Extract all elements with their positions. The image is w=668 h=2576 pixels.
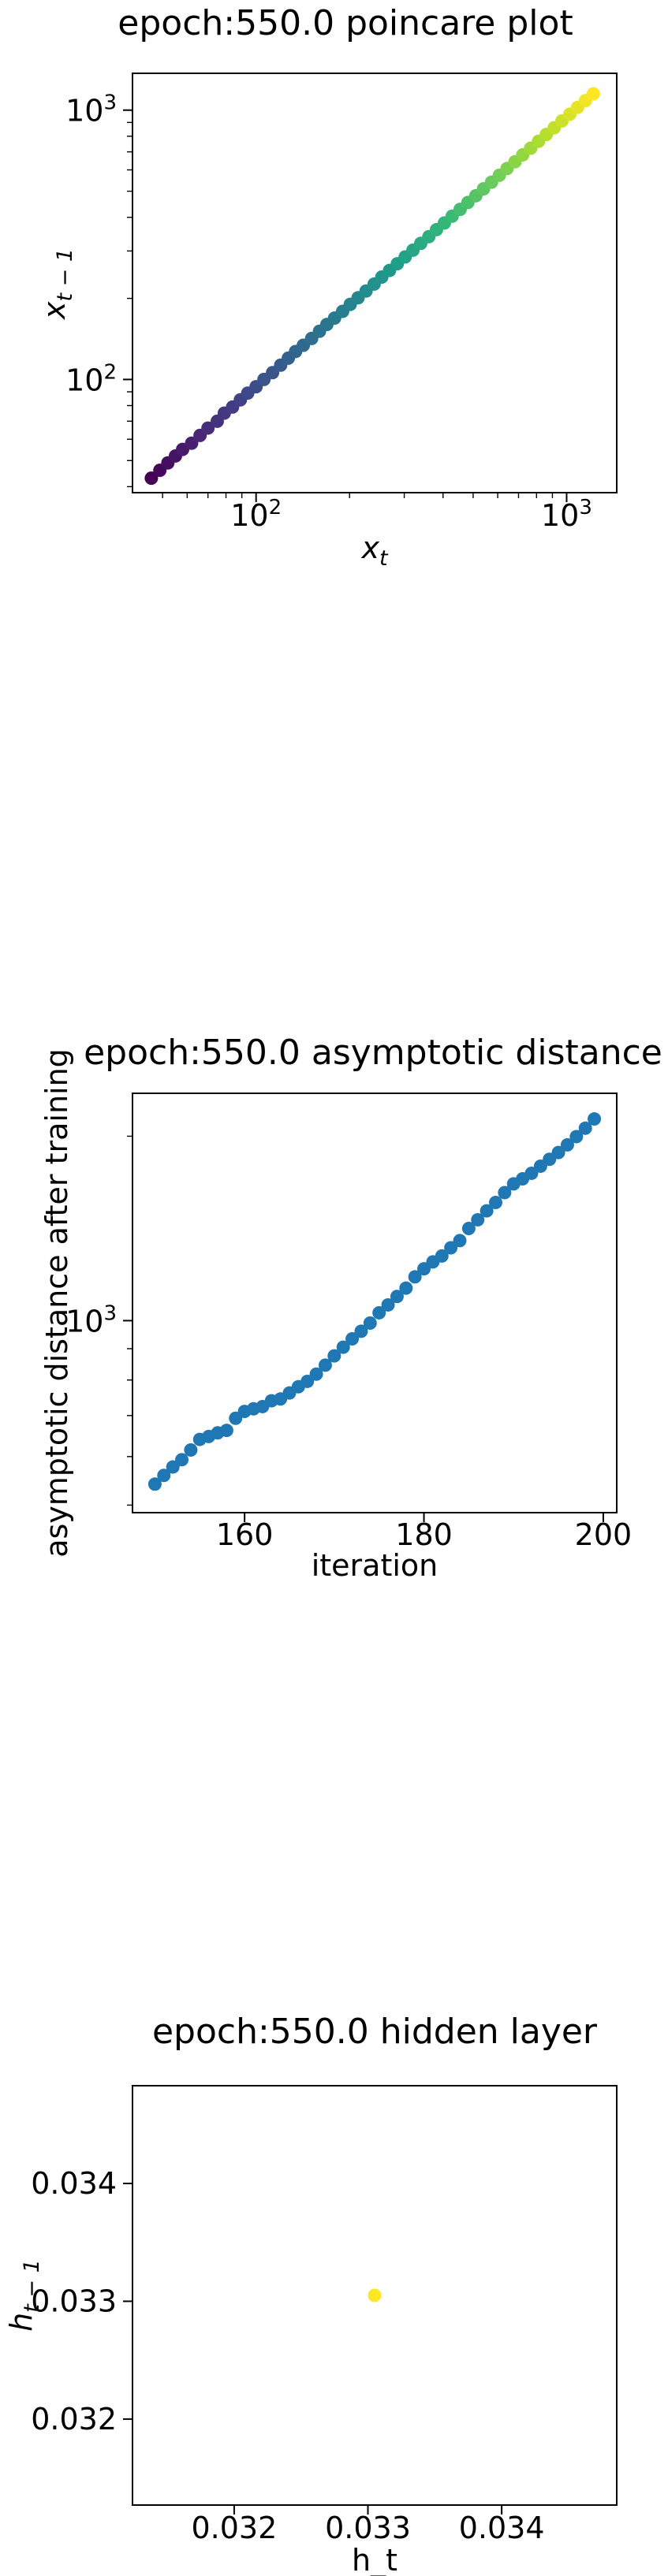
hidden-layer-y-tick-label: 0.032 — [31, 2402, 117, 2436]
data-point — [551, 1145, 565, 1160]
data-point — [185, 436, 199, 450]
data-point — [309, 1367, 323, 1381]
data-point — [336, 1340, 350, 1354]
data-point — [390, 1290, 404, 1304]
data-point — [588, 1112, 602, 1126]
poincare-x-tick-label: 103 — [541, 496, 592, 533]
data-point — [166, 1460, 180, 1474]
asymptotic-x-tick-label: 180 — [395, 1517, 453, 1552]
poincare-title: epoch:550.0 poincare plot — [118, 3, 573, 43]
data-point — [453, 1234, 467, 1248]
asymptotic-points — [147, 1112, 602, 1491]
hidden-layer-x-tick-label: 0.032 — [192, 2511, 278, 2545]
data-point — [219, 1424, 233, 1438]
asymptotic-chart: epoch:550.0 asymptotic distance 160 180 … — [39, 1033, 662, 1576]
data-point — [147, 1477, 162, 1491]
hidden-layer-chart: epoch:550.0 hidden layer 0.032 0.033 0.0… — [4, 2012, 618, 2576]
asymptotic-title: epoch:550.0 asymptotic distance — [84, 1033, 662, 1073]
asymptotic-y-minor-ticks — [127, 1135, 132, 1506]
data-point — [586, 87, 600, 101]
poincare-y-minor-ticks — [127, 121, 132, 488]
poincare-y-axis-label: xt − 1 — [37, 248, 77, 320]
data-point — [524, 1166, 539, 1180]
asymptotic-plot-area — [132, 1093, 618, 1513]
poincare-chart: epoch:550.0 poincare plot 102 103 102 10… — [37, 3, 618, 571]
data-point — [300, 1374, 315, 1388]
data-point — [480, 1204, 494, 1218]
data-point — [461, 1221, 476, 1235]
poincare-plot-area — [132, 73, 618, 493]
data-point — [345, 1331, 360, 1346]
hidden-layer-title: epoch:550.0 hidden layer — [152, 2012, 598, 2052]
data-point — [157, 1469, 171, 1483]
poincare-points — [144, 87, 600, 486]
poincare-x-tick-label: 102 — [230, 496, 282, 533]
data-point — [184, 1443, 198, 1457]
data-point — [327, 1349, 341, 1363]
data-point — [354, 1324, 368, 1338]
data-point — [363, 1316, 377, 1330]
poincare-x-axis-label: xt — [360, 530, 389, 571]
hidden-layer-major-ticks — [123, 2183, 503, 2515]
asymptotic-x-tick-label: 160 — [216, 1517, 274, 1552]
data-point — [175, 1453, 189, 1467]
hidden-layer-y-axis-label: ht − 1 — [4, 2259, 44, 2332]
asymptotic-y-axis-label: asymptotic distance after training — [39, 1048, 74, 1558]
data-point — [144, 471, 159, 486]
poincare-y-tick-label: 103 — [65, 91, 117, 128]
hidden-layer-plot-area — [132, 2085, 618, 2506]
data-point — [435, 1249, 449, 1263]
data-point — [318, 1358, 332, 1372]
data-point — [560, 1137, 574, 1152]
data-point — [381, 1297, 395, 1312]
asymptotic-y-tick-label: 103 — [65, 1301, 117, 1338]
asymptotic-x-tick-label: 200 — [575, 1517, 633, 1552]
data-point — [408, 1270, 422, 1284]
data-point — [578, 1121, 592, 1135]
data-point — [399, 1281, 413, 1295]
data-point — [201, 421, 215, 435]
poincare-y-tick-label: 102 — [65, 360, 117, 397]
data-point — [489, 1196, 502, 1210]
data-point — [444, 1241, 458, 1255]
asymptotic-major-ticks — [123, 1320, 604, 1522]
data-point — [569, 1130, 584, 1144]
hidden-layer-points — [368, 2288, 382, 2302]
hidden-layer-y-tick-label: 0.034 — [31, 2166, 117, 2201]
data-point — [471, 1212, 485, 1227]
asymptotic-x-axis-label: iteration — [312, 1548, 438, 1576]
hidden-layer-x-tick-label: 0.034 — [459, 2511, 545, 2545]
data-point — [498, 1186, 512, 1200]
hidden-layer-y-tick-label: 0.033 — [31, 2284, 117, 2318]
poincare-major-ticks — [123, 109, 568, 502]
poincare-x-minor-ticks — [162, 493, 554, 498]
data-point — [368, 2288, 382, 2302]
hidden-layer-x-axis-label: h_t — [352, 2543, 397, 2576]
data-point — [372, 1305, 386, 1320]
hidden-layer-x-tick-label: 0.033 — [325, 2511, 411, 2545]
